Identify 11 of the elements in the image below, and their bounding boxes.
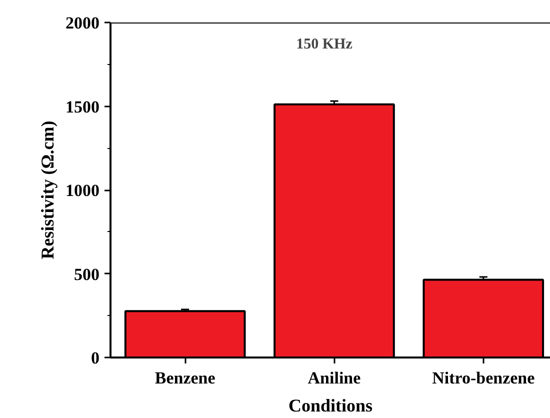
x-tick-label: Aniline [308,368,362,388]
y-tick-label: 1500 [66,97,100,116]
y-tick-label: 2000 [66,14,100,32]
y-tick-label: 500 [74,264,100,284]
x-tick-label: Benzene [154,368,216,388]
y-tick-label: 1000 [66,181,100,200]
annotation: 150 KHz [296,36,353,52]
x-axis-title: Conditions [288,396,373,416]
y-tick-label: 0 [91,348,100,368]
x-tick-label: Nitro-benzene [432,368,536,388]
y-axis-title: Resistivity (Ω.cm) [38,120,58,260]
